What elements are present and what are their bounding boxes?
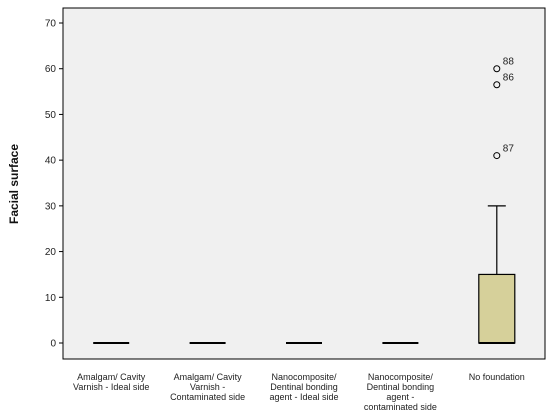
x-category-label: Nanocomposite/Dentinal bonding agent - Id… xyxy=(269,372,338,402)
y-tick-label: 60 xyxy=(45,64,57,75)
x-category-label: Amalgam/ Cavity Varnish - Ideal side xyxy=(73,372,149,392)
x-axis: Amalgam/ Cavity Varnish - Ideal sideAmalg… xyxy=(73,372,525,412)
x-category-label: Amalgam/ Cavity Varnish -Contaminated sid… xyxy=(170,372,245,402)
x-category-label-line: contaminated side xyxy=(364,402,437,412)
x-category-label-line: Amalgam/ Cavity xyxy=(174,372,243,382)
outlier-point xyxy=(493,65,501,73)
y-axis-title: Facial surface xyxy=(7,144,21,224)
x-category-label-line: Varnish - Ideal side xyxy=(73,382,149,392)
plot-area xyxy=(62,7,546,360)
outlier-point xyxy=(493,152,501,160)
x-category-label-line: Nanocomposite/ xyxy=(368,372,434,382)
x-category-label: Nanocomposite/Dentinal bonding agent -con… xyxy=(364,372,437,412)
y-tick-label: 70 xyxy=(45,19,57,30)
x-category-label: No foundation xyxy=(469,372,525,382)
y-tick-label: 10 xyxy=(45,293,57,304)
y-tick-label: 20 xyxy=(45,247,57,258)
x-category-label-line: Nanocomposite/ xyxy=(271,372,337,382)
outlier-label: 86 xyxy=(503,73,515,84)
boxes: 88 86 87 xyxy=(93,57,516,344)
x-category-label-line: Amalgam/ Cavity xyxy=(77,372,146,382)
y-tick-label: 40 xyxy=(45,156,57,167)
outlier-point xyxy=(493,81,501,89)
x-category-label-line: agent - Ideal side xyxy=(269,392,338,402)
box-iqr xyxy=(478,273,516,344)
outlier-label: 87 xyxy=(503,144,515,155)
box-group: 88 86 87 xyxy=(478,57,516,344)
x-category-label-line: Contaminated side xyxy=(170,392,245,402)
y-tick-label: 50 xyxy=(45,110,57,121)
x-category-label-line: Dentinal bonding xyxy=(270,382,338,392)
x-category-label-line: Varnish - xyxy=(190,382,225,392)
y-axis: 0 10 20 30 40 50 60 70 xyxy=(45,19,63,350)
y-tick-label: 0 xyxy=(50,339,56,350)
outlier-label: 88 xyxy=(503,57,515,68)
x-category-label-line: Dentinal bonding xyxy=(367,382,435,392)
y-tick-label: 30 xyxy=(45,201,57,212)
x-category-label-line: agent - xyxy=(386,392,414,402)
x-category-label-line: No foundation xyxy=(469,372,525,382)
